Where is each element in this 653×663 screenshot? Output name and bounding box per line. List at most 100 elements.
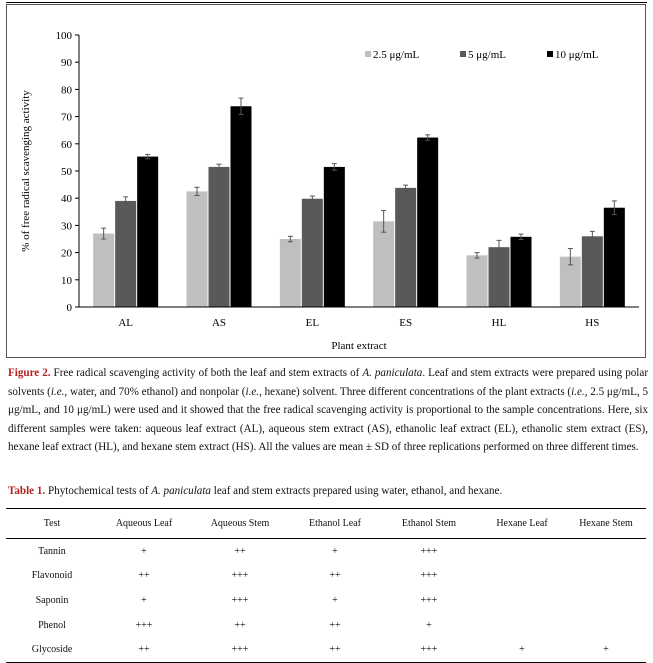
x-tick-label: ES — [399, 317, 412, 329]
cell: + — [332, 545, 338, 557]
y-tick-label: 90 — [61, 57, 73, 69]
bar — [581, 236, 603, 307]
bar — [373, 221, 395, 307]
figure-caption: Figure 2. Free radical scavenging activi… — [8, 364, 648, 457]
table-row: Glycoside ++ +++ ++ +++ + + — [6, 637, 646, 663]
cell: + — [478, 637, 566, 663]
cell: ++ — [329, 570, 341, 582]
table-row: Saponin + +++ + +++ — [6, 588, 646, 613]
bar — [395, 187, 417, 307]
cell-test: Phenol — [38, 619, 66, 631]
table-row: Phenol +++ ++ ++ + — [6, 613, 646, 638]
cell — [566, 539, 646, 564]
legend-label: 10 μg/mL — [555, 49, 599, 61]
cell — [478, 564, 566, 589]
x-tick-label: EL — [306, 317, 320, 329]
bar — [488, 247, 510, 307]
caption-text-mid3: , hexane) solvent. Three different conce… — [259, 385, 572, 398]
x-tick-label: HS — [585, 317, 599, 329]
cell: +++ — [231, 594, 249, 606]
y-tick-label: 50 — [61, 166, 73, 178]
cell-test: Tannin — [38, 545, 66, 557]
table-row: Flavonoid ++ +++ ++ +++ — [6, 564, 646, 589]
legend-swatch — [460, 51, 466, 57]
cell — [566, 613, 646, 638]
x-tick-label: HL — [492, 317, 507, 329]
legend-swatch — [547, 51, 553, 57]
cell: + — [332, 594, 338, 606]
cell-test: Saponin — [35, 594, 69, 606]
legend-swatch — [365, 51, 371, 57]
table-title-species: A. paniculata — [151, 485, 211, 497]
cell: ++ — [329, 619, 341, 631]
cell: +++ — [231, 570, 249, 582]
bar — [279, 239, 301, 307]
bar-chart: 0 10 20 30 40 50 60 70 80 90 100 AL AS EL ES HL HS 2.5 … — [20, 30, 639, 352]
page-top-rule — [6, 2, 647, 3]
cell: ++ — [234, 545, 246, 557]
caption-text-mid1: . Leaf and stem extracts were prepared u… — [8, 367, 649, 398]
cell: ++ — [138, 570, 150, 582]
y-tick-label: 70 — [61, 112, 73, 124]
bar — [510, 236, 532, 307]
cell — [478, 539, 566, 564]
table-title-post: leaf and stem extracts prepared using wa… — [210, 485, 503, 497]
cell: ++ — [98, 637, 190, 663]
cell: + — [426, 619, 432, 631]
cell: +++ — [420, 545, 438, 557]
header-hexane-leaf: Hexane Leaf — [478, 508, 566, 539]
cell — [566, 564, 646, 589]
header-test: Test — [6, 508, 98, 539]
header-ethanol-leaf: Ethanol Leaf — [290, 508, 380, 539]
x-tick-label: AS — [212, 317, 226, 329]
bar — [559, 256, 581, 307]
table-label: Table 1. — [8, 485, 46, 497]
y-axis-title: % of free radical scavenging activity — [20, 90, 32, 252]
cell: +++ — [135, 619, 153, 631]
cell: ++ — [290, 637, 380, 663]
y-tick-label: 30 — [61, 220, 73, 232]
cell — [478, 588, 566, 613]
cell-test: Glycoside — [6, 637, 98, 663]
x-tick-label: AL — [118, 317, 133, 329]
y-tick-label: 20 — [61, 248, 73, 260]
bar — [466, 255, 488, 307]
cell: + — [141, 594, 147, 606]
bar — [208, 166, 230, 307]
caption-species: A. paniculata — [362, 367, 423, 379]
caption-ie-2: i.e. — [245, 385, 260, 398]
caption-ie-1: i.e. — [50, 385, 65, 398]
y-tick-label: 60 — [61, 139, 73, 151]
table-title-pre: Phytochemical tests of — [45, 485, 152, 497]
x-axis-title: Plant extract — [331, 340, 386, 352]
cell: +++ — [380, 637, 478, 663]
table-row: Tannin + ++ + +++ — [6, 539, 646, 564]
y-tick-label: 10 — [61, 275, 73, 287]
bar — [93, 233, 115, 307]
phytochemical-table: Test Aqueous Leaf Aqueous Stem Ethanol L… — [6, 508, 646, 663]
header-aqueous-stem: Aqueous Stem — [190, 508, 290, 539]
bar — [115, 200, 137, 307]
bar — [230, 106, 252, 307]
cell: +++ — [420, 594, 438, 606]
caption-text-post: , 2.5 μg/mL, 5 μg/mL, and 10 μg/mL) were… — [8, 385, 648, 454]
caption-ie-3: i.e. — [571, 385, 585, 398]
legend-label: 2.5 μg/mL — [373, 49, 420, 61]
y-tick-label: 80 — [61, 84, 73, 96]
table-title: Table 1. Phytochemical tests of A. panic… — [8, 485, 502, 497]
legend-label: 5 μg/mL — [468, 49, 506, 61]
header-aqueous-leaf: Aqueous Leaf — [98, 508, 190, 539]
bar — [603, 207, 625, 307]
bar — [137, 156, 159, 307]
cell-test: Flavonoid — [31, 570, 73, 582]
figure-label: Figure 2. — [8, 367, 51, 379]
bar — [323, 166, 345, 307]
cell: + — [141, 545, 147, 557]
header-hexane-stem: Hexane Stem — [566, 508, 646, 539]
bar — [417, 137, 439, 307]
header-ethanol-stem: Ethanol Stem — [380, 508, 478, 539]
cell: +++ — [190, 637, 290, 663]
y-tick-label: 40 — [61, 193, 73, 205]
caption-text-pre: Free radical scavenging activity of both… — [50, 367, 363, 379]
cell — [478, 613, 566, 638]
